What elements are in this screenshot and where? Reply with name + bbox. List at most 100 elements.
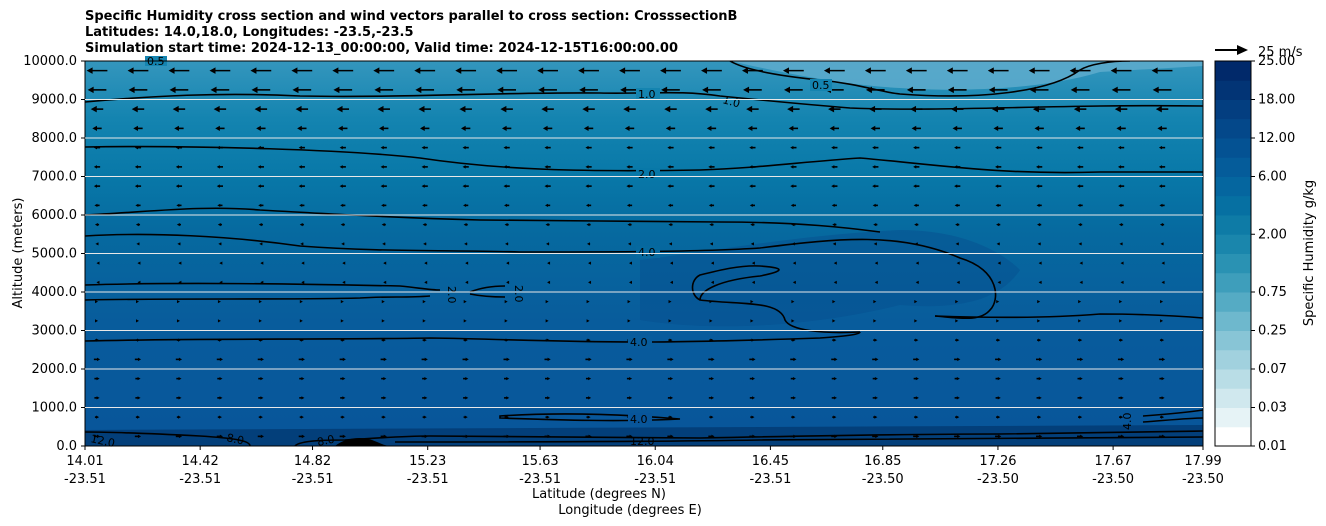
wind-arrow	[586, 242, 591, 246]
wind-arrow	[954, 434, 961, 439]
wind-arrow	[131, 105, 145, 113]
wind-arrow	[339, 357, 346, 362]
wind-arrow	[1037, 242, 1041, 246]
wind-arrow	[1037, 299, 1041, 304]
wind-arrow	[1117, 145, 1125, 150]
wind-arrow	[381, 396, 387, 400]
wind-arrow	[422, 299, 426, 304]
wind-arrow	[134, 145, 142, 150]
wind-arrow	[545, 299, 549, 304]
x-tick-label-lat: 15.63	[521, 454, 558, 469]
wind-arrow	[1117, 357, 1125, 362]
wind-arrow	[135, 203, 141, 208]
wind-arrow	[1118, 203, 1124, 208]
wind-arrow	[1158, 145, 1166, 150]
wind-arrow	[831, 357, 838, 362]
wind-arrow	[340, 376, 346, 381]
x-axis: 14.01 -23.51 14.42 -23.51 14.82 -23.51 15.23 -2…	[64, 446, 1224, 487]
wind-arrow	[541, 105, 554, 113]
wind-arrow	[1078, 299, 1082, 304]
wind-arrow	[87, 86, 107, 94]
wind-arrow	[377, 105, 390, 113]
wind-arrow	[216, 434, 224, 439]
colorbar-band	[1215, 426, 1251, 447]
wind-arrow	[544, 203, 551, 208]
wind-arrow	[1118, 222, 1124, 227]
wind-arrow	[1036, 434, 1043, 439]
wind-arrow	[790, 396, 796, 400]
contour-label: 4.0	[630, 336, 648, 349]
contour-line	[294, 430, 1203, 446]
wind-arrow	[750, 338, 755, 342]
wind-arrow	[954, 145, 961, 150]
contour-line	[85, 233, 997, 320]
wind-arrow	[874, 261, 878, 265]
colorbar-tick-label: 6.00	[1258, 170, 1287, 185]
wind-arrow	[1073, 105, 1087, 113]
wind-arrow	[829, 125, 840, 131]
contour-label: 2.0	[445, 286, 458, 304]
wind-arrow	[831, 165, 838, 169]
wind-arrow	[1161, 280, 1165, 285]
wind-arrow	[86, 67, 108, 74]
wind-arrow	[1155, 105, 1169, 113]
wind-arrow	[336, 105, 350, 113]
contour-line	[729, 61, 1131, 97]
wind-arrow	[128, 86, 148, 94]
wind-arrow	[504, 415, 509, 419]
wind-arrow	[503, 184, 510, 188]
wind-arrow	[788, 125, 799, 131]
y-tick-label: 0.0	[56, 439, 77, 454]
wind-arrow	[1159, 376, 1165, 381]
wind-arrow	[1077, 396, 1083, 400]
colorbar-band	[1215, 215, 1251, 235]
wind-arrow	[995, 145, 1002, 150]
wind-arrow	[503, 165, 510, 169]
wind-arrow	[872, 145, 879, 150]
title-line-3: Simulation start time: 2024-12-13_00:00:…	[85, 41, 678, 56]
wind-arrow	[456, 86, 476, 94]
wind-arrow	[175, 184, 183, 188]
wind-arrow	[209, 67, 231, 74]
wind-arrow	[299, 396, 305, 400]
wind-arrow	[93, 357, 101, 362]
wind-arrow	[380, 357, 387, 362]
wind-arrow	[544, 396, 551, 400]
wind-arrow	[751, 280, 755, 285]
wind-arrow	[915, 261, 919, 265]
wind-arrow	[504, 338, 509, 342]
wind-arrow	[667, 376, 674, 381]
wind-arrow	[373, 67, 395, 74]
wind-arrow	[790, 184, 797, 188]
wind-arrow	[955, 242, 959, 246]
wind-arrow	[955, 319, 959, 323]
x-tick-label-lat: 14.01	[66, 454, 103, 469]
wind-arrow	[995, 357, 1002, 362]
wind-arrow	[1157, 125, 1167, 131]
wind-arrow	[790, 376, 796, 381]
wind-arrow	[1038, 261, 1042, 265]
wind-arrow	[547, 280, 551, 285]
contour-line	[85, 207, 881, 233]
wind-arrow	[1037, 415, 1042, 419]
wind-arrow	[134, 357, 142, 362]
wind-arrow	[424, 280, 428, 285]
colorbar-tick-label: 0.75	[1258, 285, 1287, 300]
wind-arrow	[911, 125, 921, 131]
wind-arrow	[1159, 222, 1165, 227]
wind-arrow	[135, 338, 141, 342]
wind-arrow	[626, 434, 633, 439]
wind-arrow	[1160, 319, 1164, 323]
wind-arrow	[381, 222, 386, 227]
x-tick-label-lon: -23.51	[64, 472, 106, 487]
wind-arrow	[257, 434, 264, 439]
wind-arrow	[750, 242, 754, 246]
wind-arrow	[338, 125, 348, 131]
wind-arrow	[292, 86, 312, 94]
wind-arrow	[176, 338, 182, 342]
wind-arrow	[865, 86, 885, 94]
wind-arrow	[582, 105, 595, 113]
wind-arrow	[1036, 357, 1043, 362]
wind-arrow	[709, 222, 714, 227]
wind-arrow	[504, 299, 508, 304]
